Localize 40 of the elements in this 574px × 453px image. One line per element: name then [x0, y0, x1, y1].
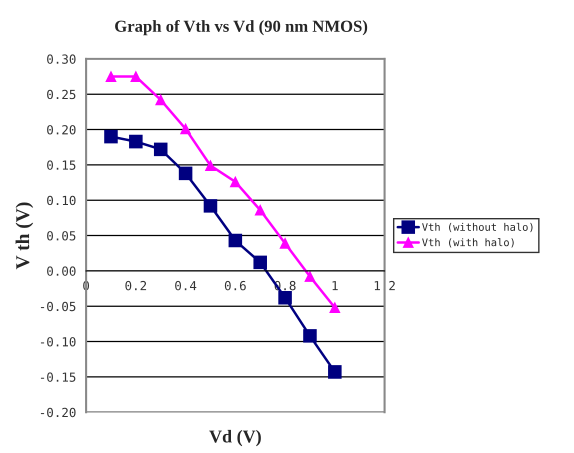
y-tick-label: -0.05: [40, 302, 76, 312]
y-tick-label: 0.10: [47, 196, 76, 206]
point: [278, 290, 292, 305]
point: [155, 94, 166, 106]
legend-label: Vth (with halo): [422, 238, 514, 248]
y-tick-label: 0.20: [47, 125, 76, 135]
point: [106, 71, 116, 82]
point: [178, 166, 192, 180]
point: [154, 142, 168, 156]
point: [328, 365, 342, 379]
point: [104, 130, 118, 144]
point: [228, 234, 242, 248]
x-tick-label: 0.6: [224, 280, 246, 290]
point: [303, 329, 317, 343]
y-tick-label: 0.05: [47, 231, 76, 241]
point: [253, 256, 267, 270]
y-axis-title: V th (V): [16, 202, 34, 270]
point: [280, 238, 290, 249]
x-tick-label: 0.2: [125, 280, 146, 290]
legend-label: Vth (without halo): [422, 222, 533, 232]
point: [304, 271, 316, 282]
y-tick-label: -0.20: [40, 408, 76, 418]
point: [329, 302, 340, 314]
point: [205, 160, 216, 171]
x-tick-label: 1: [332, 281, 338, 290]
point: [254, 204, 266, 216]
y-tick-label: 0.30: [47, 54, 76, 64]
y-tick-label: 0.25: [47, 90, 76, 100]
point: [129, 134, 143, 148]
y-tick-label: -0.10: [40, 337, 76, 347]
point: [180, 123, 191, 134]
x-tick-label: 0.4: [175, 280, 196, 290]
y-tick-label: -0.15: [40, 372, 76, 382]
y-tick-label: 0.00: [47, 266, 76, 276]
point: [230, 176, 241, 188]
point: [130, 71, 142, 82]
point: [204, 199, 218, 213]
y-tick-label: 0.15: [47, 160, 76, 170]
chart-title: Graph of Vth vs Vd (90 nm NMOS): [115, 20, 368, 36]
x-axis-title: Vd (V): [209, 430, 261, 446]
